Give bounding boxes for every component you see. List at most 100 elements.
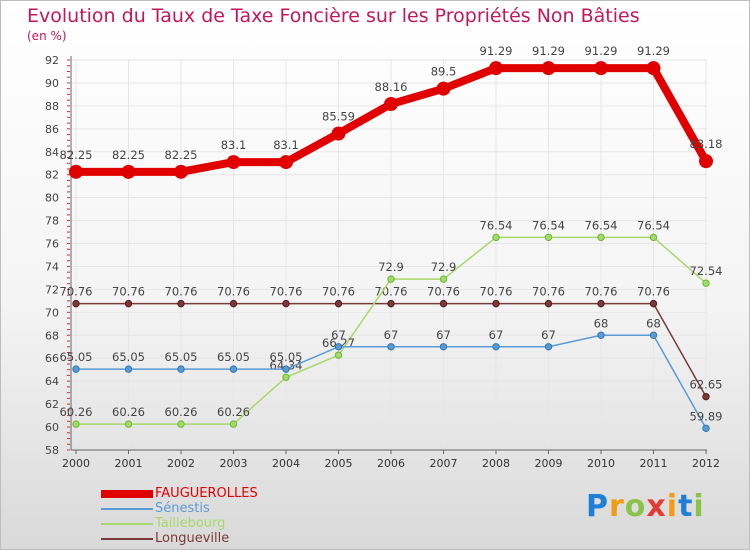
data-point: [436, 81, 451, 96]
legend: FAUGUEROLLES Sénestis Taillebourg Longue…: [101, 486, 258, 546]
data-point: [439, 299, 448, 308]
data-label: 70.76: [532, 285, 565, 299]
data-label: 85.59: [322, 110, 355, 124]
logo-letter: t: [678, 489, 694, 524]
data-label: 65.05: [270, 350, 303, 364]
data-point: [229, 299, 238, 308]
legend-swatch-fauguerolles: [101, 489, 153, 498]
legend-item-longueville: Longueville: [101, 531, 258, 546]
data-label: 70.76: [270, 285, 303, 299]
y-tick-label: 80: [45, 192, 59, 205]
data-point: [594, 61, 608, 76]
data-label: 70.76: [217, 285, 250, 299]
x-tick-label: 2000: [62, 457, 90, 470]
data-point: [439, 343, 448, 351]
data-point: [649, 233, 658, 242]
data-point: [331, 126, 346, 141]
data-label: 65.05: [112, 350, 145, 364]
data-label: 67: [436, 328, 451, 342]
data-point: [649, 299, 658, 308]
data-point: [177, 299, 185, 308]
data-label: 88.16: [375, 80, 408, 94]
data-point: [384, 97, 398, 112]
data-point: [226, 155, 241, 170]
data-label: 68: [594, 316, 609, 330]
data-label: 76.54: [480, 218, 513, 232]
data-label: 70.76: [112, 285, 145, 299]
legend-item-fauguerolles: FAUGUEROLLES: [101, 486, 258, 501]
data-label: 68: [646, 316, 661, 330]
data-point: [492, 343, 500, 351]
x-tick-label: 2003: [220, 457, 248, 470]
data-label: 70.76: [585, 285, 618, 299]
legend-label-taillebourg: Taillebourg: [155, 516, 226, 531]
data-point: [72, 420, 80, 428]
x-tick-label: 2006: [377, 457, 405, 470]
y-tick-label: 92: [45, 54, 59, 67]
data-point: [541, 61, 556, 76]
data-point: [334, 299, 343, 308]
data-point: [121, 164, 136, 179]
y-tick-label: 86: [45, 123, 59, 136]
legend-item-taillebourg: Taillebourg: [101, 516, 258, 531]
x-tick-label: 2009: [535, 457, 563, 470]
data-label: 91.29: [532, 44, 565, 58]
data-label: 83.18: [690, 137, 723, 151]
data-point: [124, 420, 133, 428]
y-tick-label: 78: [45, 215, 59, 228]
logo-letter: i: [666, 489, 679, 524]
y-tick-label: 62: [45, 398, 59, 411]
data-point: [334, 343, 343, 351]
data-label: 65.05: [165, 350, 198, 364]
data-label: 83.1: [221, 138, 247, 152]
data-point: [174, 164, 188, 179]
y-tick-label: 68: [45, 329, 59, 342]
data-point: [72, 299, 80, 308]
data-point: [124, 365, 133, 373]
y-tick-label: 58: [45, 444, 59, 457]
y-tick-label: 66: [45, 352, 59, 365]
x-tick-label: 2008: [482, 457, 510, 470]
x-tick-label: 2007: [430, 457, 458, 470]
data-label: 70.76: [322, 285, 355, 299]
x-tick-label: 2011: [640, 457, 668, 470]
y-tick-label: 60: [45, 421, 59, 434]
data-point: [492, 299, 500, 308]
x-tick-label: 2001: [115, 457, 143, 470]
data-point: [597, 299, 605, 308]
logo-letter: x: [646, 489, 667, 524]
logo-letter: i: [693, 489, 705, 524]
data-label: 76.54: [532, 218, 565, 232]
data-label: 89.5: [431, 65, 457, 79]
logo-letter: P: [586, 489, 609, 524]
data-label: 60.26: [217, 405, 250, 419]
data-point: [387, 275, 395, 283]
data-label: 70.76: [637, 285, 670, 299]
data-point: [544, 299, 553, 308]
data-label: 59.89: [690, 409, 723, 423]
data-label: 72.54: [690, 264, 723, 278]
data-label: 76.54: [637, 218, 670, 232]
y-tick-label: 72: [45, 283, 59, 296]
data-label: 91.29: [480, 44, 513, 58]
y-tick-label: 70: [45, 306, 59, 319]
y-tick-label: 84: [45, 146, 59, 159]
data-point: [597, 331, 605, 339]
data-label: 82.25: [165, 148, 198, 162]
data-label: 91.29: [637, 44, 670, 58]
data-point: [282, 373, 290, 381]
x-tick-label: 2005: [325, 457, 353, 470]
data-point: [282, 365, 290, 373]
y-tick-label: 90: [45, 77, 59, 90]
data-point: [489, 61, 503, 76]
data-label: 60.26: [165, 405, 198, 419]
data-label: 65.05: [60, 350, 93, 364]
data-point: [282, 299, 290, 308]
data-label: 72.9: [431, 260, 457, 274]
y-tick-label: 82: [45, 169, 59, 182]
data-label: 91.29: [585, 44, 618, 58]
x-tick-label: 2004: [272, 457, 300, 470]
data-label: 82.25: [60, 148, 93, 162]
